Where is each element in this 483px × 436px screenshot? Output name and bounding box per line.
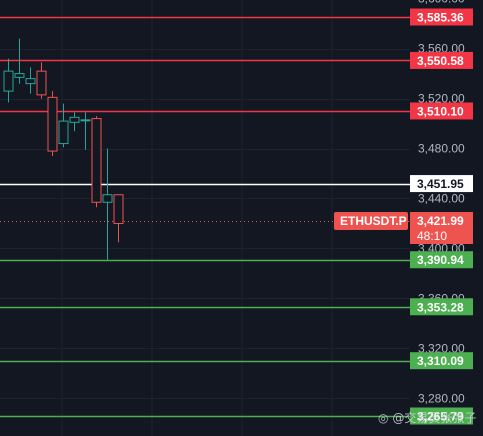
price-axis-tick: 3,600.00 [418,0,465,6]
price-tag-support[interactable] [410,298,473,316]
candle-body[interactable] [3,70,14,92]
weibo-icon: ◎ [378,411,389,425]
price-axis-tick: 3,280.00 [418,391,465,405]
candle-body[interactable] [113,194,124,224]
price-tag-label: 3,510.10 [417,104,464,118]
price-tag-pivot[interactable] [410,175,473,193]
price-tag-label: 3,390.94 [417,253,464,267]
candle-body[interactable] [25,78,36,85]
price-tag-label: 3,550.58 [417,54,464,68]
watermark: ◎ @交易员张张子 [378,409,476,426]
price-tag-label: 3,265.79 [417,410,464,424]
candle-body[interactable] [36,70,47,96]
price-tag-label: 3,585.36 [417,11,464,25]
candle-body[interactable] [102,194,113,203]
price-tag-resistance[interactable] [410,8,473,26]
candle-body[interactable] [80,119,91,122]
symbol-label: ETHUSDT.P [340,214,407,228]
price-tag-resistance[interactable] [410,102,473,120]
price-tag-label: 3,353.28 [417,300,464,314]
watermark-text: @交易员张张子 [392,411,477,425]
candle-body[interactable] [91,118,102,203]
price-axis-tick: 3,440.00 [418,191,465,205]
price-tag-support[interactable] [410,251,473,269]
price-axis-tick: 3,520.00 [418,92,465,106]
price-axis-tick: 3,320.00 [418,341,465,355]
candle-body[interactable] [14,73,25,78]
price-axis-tick: 3,480.00 [418,142,465,156]
current-price-tag[interactable] [410,212,473,244]
price-tag-support[interactable] [410,352,473,370]
candle-countdown: 48:10 [417,229,447,243]
price-tag-support[interactable] [410,407,473,425]
price-tag-resistance[interactable] [410,51,473,69]
candle-body[interactable] [47,96,58,152]
price-tag-label: 3,310.09 [417,354,464,368]
price-tag-label: 3,451.95 [417,177,464,191]
current-price-value: 3,421.99 [417,214,464,228]
symbol-badge[interactable] [334,212,408,230]
candle-body[interactable] [69,116,80,123]
candle-body[interactable] [58,120,69,145]
